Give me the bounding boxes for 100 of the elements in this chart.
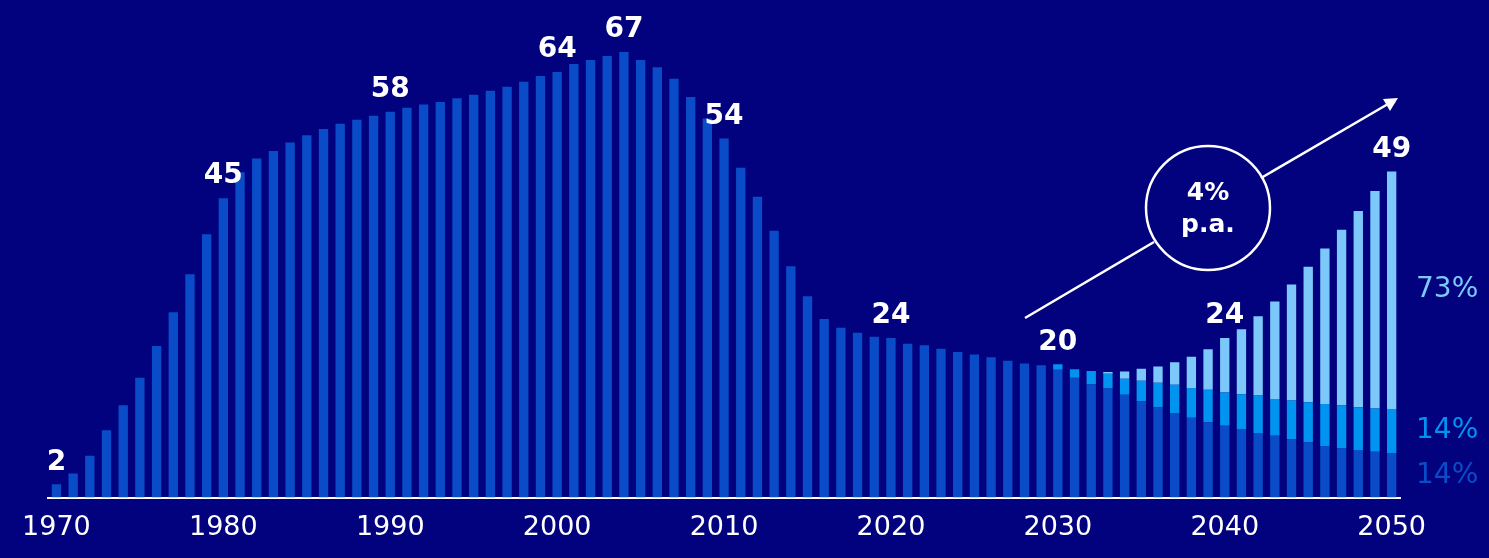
bar [1203,389,1213,423]
bar [602,56,612,498]
bar [1136,380,1146,402]
bar [1220,338,1230,393]
bar [1386,453,1397,498]
bar [368,115,379,498]
bar [469,94,479,498]
bar [385,111,395,498]
bar [902,343,913,498]
bar [1186,356,1197,388]
bar [1320,445,1330,498]
bar [268,150,279,498]
annotation: 45 [203,157,243,191]
bar [1320,248,1330,405]
bar [1103,373,1113,389]
bar [1086,371,1096,385]
bar [1236,329,1247,395]
bar [752,196,763,498]
x-tick-label: 2020 [856,509,926,541]
annotation: 2 [46,443,67,477]
bar [1386,171,1397,409]
bar [1086,384,1096,498]
bar [1303,266,1313,403]
bar [1220,425,1230,498]
bar [852,332,863,498]
bar [1286,284,1297,401]
annotation: 20 [1038,323,1078,357]
bar [302,135,312,498]
bar [1003,360,1013,498]
bar [1370,451,1380,498]
bar [1170,384,1180,413]
bar [1303,442,1313,498]
bar [185,274,195,498]
bar [1386,408,1397,454]
bar [1186,417,1197,498]
bar [418,104,429,498]
bar [1353,211,1363,408]
x-tick-label: 2030 [1023,509,1093,541]
bar [953,351,963,498]
annotation: 24 [1205,297,1245,331]
bar [819,318,829,498]
bar [535,76,546,498]
bar [252,158,262,498]
bar [1270,399,1280,436]
bar [1153,407,1163,498]
bar [802,296,813,498]
bar [836,327,846,498]
bar [435,101,445,498]
bar [1036,365,1046,498]
bar [1069,377,1080,498]
bar [1253,395,1263,433]
bar [502,86,512,498]
bar [51,484,62,498]
annotation: 64 [537,31,577,65]
x-tick-label: 1980 [188,509,258,541]
bar [886,338,896,498]
bar [719,138,729,498]
bar [1119,371,1130,379]
bar [402,107,412,498]
bar [1170,362,1180,385]
bar [1186,387,1197,418]
x-tick-label: 2000 [522,509,592,541]
bar [118,405,128,498]
annotation: 49 [1372,130,1412,164]
bar [1286,400,1297,440]
x-tick-label: 1990 [355,509,425,541]
bar [1019,363,1030,498]
bar [986,357,996,498]
bar [519,81,529,498]
bar [1136,368,1146,381]
bar [85,455,95,498]
bar [769,230,779,498]
bar [552,72,562,498]
bar [569,64,579,498]
bar [1270,435,1280,498]
annotation: 24 [871,297,911,331]
bar [1353,407,1363,450]
bar [1220,392,1230,426]
bar [686,97,696,498]
bar [352,119,362,498]
bar [318,129,329,498]
bar [786,266,796,498]
bar [869,336,879,498]
bar [1270,301,1280,400]
bar [285,142,295,498]
bar [485,90,496,498]
x-tick-label: 2010 [689,509,759,541]
bar [619,52,629,498]
bar [936,348,946,498]
bar [168,312,178,498]
bar [452,98,462,498]
bar [1236,428,1247,498]
series-label: 14% [1416,412,1479,446]
bar [919,345,929,498]
bar [68,473,78,498]
bar [736,167,746,498]
bar [1103,388,1113,498]
annotation: 67 [604,11,644,45]
bar [1203,349,1213,390]
annotation: 4% p.a. [1181,176,1235,240]
